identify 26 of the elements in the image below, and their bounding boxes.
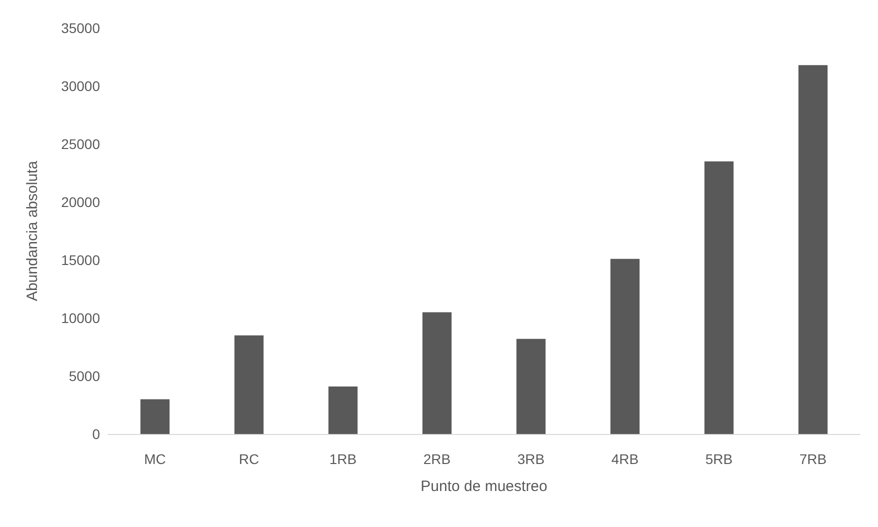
y-tick-label: 5000 xyxy=(68,368,100,384)
x-tick-label: RC xyxy=(238,451,260,467)
x-tick-label: 7RB xyxy=(799,451,827,467)
x-axis-title: Punto de muestreo xyxy=(420,478,548,495)
y-tick-label: 25000 xyxy=(61,136,100,152)
bar xyxy=(328,386,358,434)
y-tick-label: 0 xyxy=(92,426,100,442)
x-tick-label: 4RB xyxy=(611,451,639,467)
x-tick-label: 2RB xyxy=(423,451,451,467)
x-tick-label: 1RB xyxy=(329,451,357,467)
bar xyxy=(516,338,546,434)
y-tick-label: 15000 xyxy=(61,252,100,268)
y-tick-label: 10000 xyxy=(61,310,100,326)
y-axis-title: Abundancia absoluta xyxy=(24,160,41,302)
bar xyxy=(234,335,264,434)
x-tick-label: 5RB xyxy=(705,451,733,467)
bar xyxy=(610,258,640,434)
bar xyxy=(422,312,452,434)
y-tick-label: 20000 xyxy=(61,194,100,210)
bar xyxy=(704,161,734,434)
bar xyxy=(140,399,170,434)
y-tick-label: 30000 xyxy=(61,78,100,94)
y-tick-label: 35000 xyxy=(61,20,100,36)
x-tick-label: 3RB xyxy=(517,451,545,467)
x-tick-label: MC xyxy=(144,451,166,467)
bar xyxy=(798,65,828,434)
